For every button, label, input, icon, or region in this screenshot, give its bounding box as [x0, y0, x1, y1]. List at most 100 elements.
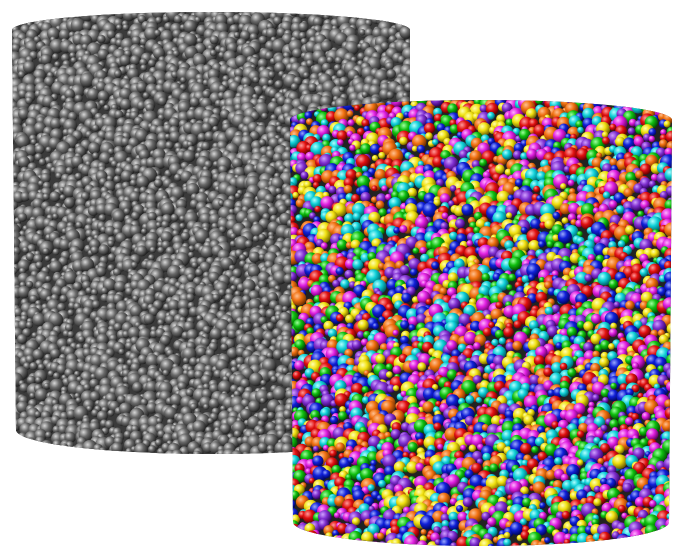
colored-sphere: [425, 132, 433, 140]
gray-sphere: [107, 240, 115, 247]
gray-sphere: [140, 64, 148, 72]
colored-sphere: [311, 253, 324, 265]
colored-sphere: [559, 203, 572, 215]
gray-sphere: [208, 398, 220, 410]
gray-sphere: [18, 320, 29, 330]
gray-sphere: [169, 131, 182, 143]
gray-sphere: [16, 12, 27, 18]
gray-sphere: [67, 331, 75, 338]
gray-sphere: [2, 174, 10, 182]
gray-sphere: [12, 146, 14, 159]
colored-sphere: [576, 148, 589, 161]
gray-sphere: [49, 378, 64, 393]
gray-sphere: [25, 437, 37, 449]
gray-sphere: [129, 179, 138, 187]
gray-sphere: [227, 329, 237, 339]
colored-sphere: [295, 198, 305, 208]
gray-sphere: [12, 267, 18, 274]
colored-sphere: [328, 185, 337, 194]
gray-sphere: [40, 54, 52, 65]
colored-sphere: [487, 111, 495, 120]
gray-sphere: [339, 76, 350, 87]
colored-sphere: [322, 133, 331, 143]
colored-sphere: [320, 196, 335, 210]
gray-sphere: [98, 214, 107, 222]
colored-sphere: [371, 155, 379, 162]
gray-sphere: [258, 76, 271, 88]
colored-sphere: [344, 213, 355, 224]
gray-sphere: [212, 125, 219, 133]
gray-sphere: [234, 68, 244, 79]
gray-sphere: [53, 372, 61, 380]
gray-sphere: [12, 222, 14, 237]
gray-sphere: [63, 270, 78, 285]
colored-sphere: [508, 273, 516, 282]
gray-sphere: [82, 21, 93, 31]
gray-sphere: [196, 315, 203, 322]
gray-sphere: [12, 156, 14, 169]
gray-sphere: [59, 294, 68, 303]
gray-sphere: [75, 397, 82, 404]
gray-sphere: [139, 58, 148, 67]
gray-sphere: [257, 442, 268, 453]
gray-sphere: [34, 144, 45, 155]
gray-sphere: [148, 254, 155, 261]
colored-sphere: [361, 165, 368, 172]
colored-sphere: [355, 154, 371, 169]
gray-sphere: [192, 450, 202, 454]
colored-sphere: [639, 163, 652, 175]
gray-sphere: [49, 38, 65, 54]
colored-sphere: [350, 239, 361, 250]
gray-sphere: [306, 59, 314, 68]
gray-sphere: [233, 430, 242, 438]
gray-sphere: [217, 380, 232, 395]
gray-sphere: [226, 347, 238, 359]
gray-sphere: [12, 263, 16, 279]
colored-sphere: [399, 265, 410, 275]
gray-sphere: [104, 420, 115, 430]
colored-sphere: [337, 139, 344, 146]
gray-sphere: [398, 17, 405, 24]
gray-sphere: [2, 307, 11, 316]
gray-sphere: [12, 394, 13, 402]
gray-sphere: [80, 257, 95, 272]
colored-sphere: [533, 185, 540, 193]
gray-sphere: [26, 375, 36, 385]
colored-spheres: [290, 100, 672, 546]
gray-sphere: [385, 61, 395, 71]
gray-sphere: [64, 88, 75, 100]
gray-sphere: [189, 455, 197, 463]
colored-sphere: [463, 100, 479, 102]
gray-sphere: [16, 401, 29, 414]
colored-sphere: [596, 100, 604, 101]
gray-sphere: [195, 0, 207, 11]
colored-sphere: [617, 240, 626, 248]
gray-sphere: [40, 440, 53, 452]
gray-sphere: [177, 299, 191, 312]
colored-sphere: [349, 144, 356, 151]
colored-sphere: [296, 141, 311, 156]
gray-sphere: [123, 208, 131, 215]
gray-sphere: [143, 313, 155, 325]
gray-sphere: [142, 92, 150, 99]
colored-sphere: [495, 164, 505, 174]
gray-sphere: [152, 452, 164, 454]
colored-sphere: [512, 150, 522, 160]
colored-sphere: [663, 100, 672, 102]
gray-sphere: [194, 369, 204, 380]
gray-sphere: [114, 70, 122, 78]
colored-sphere: [419, 246, 427, 254]
colored-sphere: [371, 185, 378, 192]
gray-sphere: [2, 205, 10, 213]
gray-sphere: [296, 12, 311, 15]
gray-sphere: [12, 193, 13, 203]
gray-sphere: [98, 99, 106, 107]
gray-sphere: [185, 293, 195, 302]
gray-sphere: [92, 124, 100, 132]
gray-sphere: [89, 391, 101, 402]
colored-sphere: [544, 100, 557, 103]
gray-sphere: [165, 141, 174, 150]
gray-sphere: [130, 261, 138, 269]
gray-sphere: [95, 81, 107, 92]
gray-sphere: [393, 12, 407, 17]
